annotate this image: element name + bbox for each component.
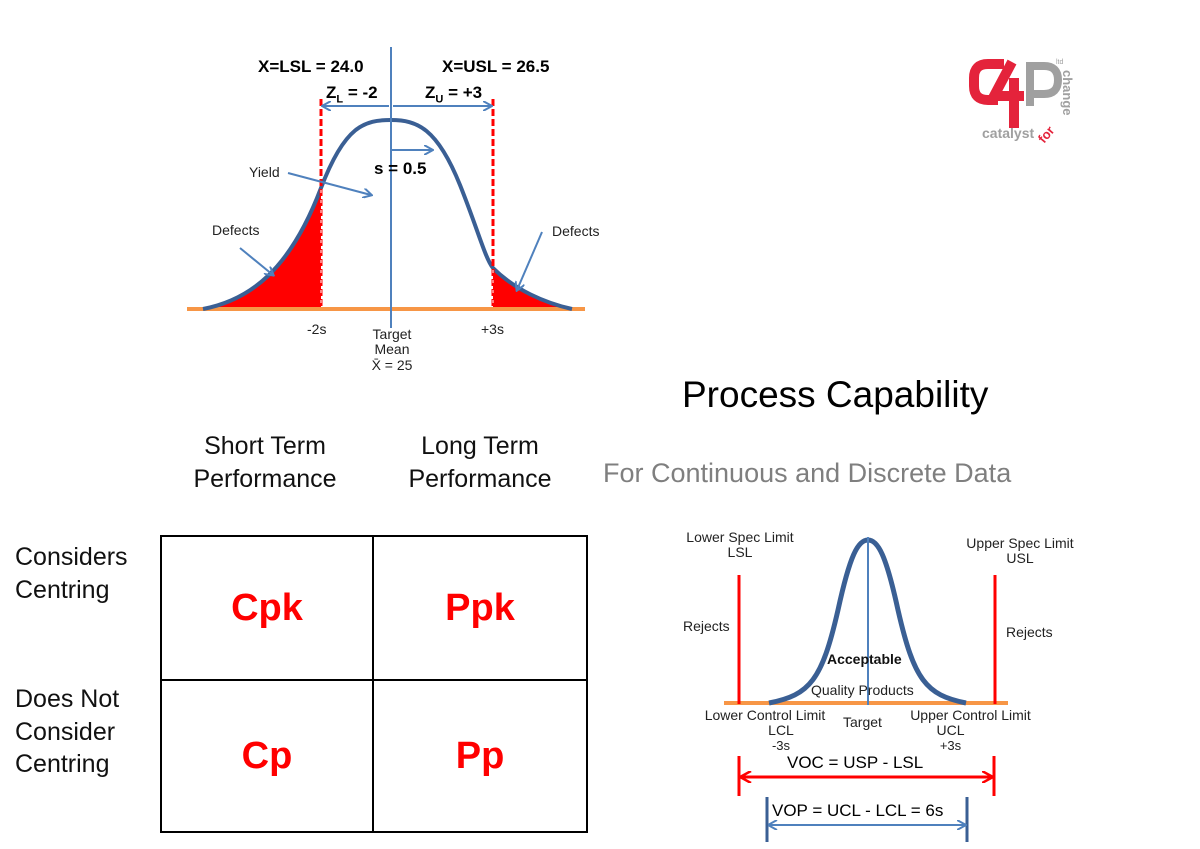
defects-right-arrow bbox=[517, 231, 543, 290]
left-defect-area bbox=[203, 188, 321, 309]
yield-arrow bbox=[287, 172, 371, 195]
bottom-spec-diagram bbox=[724, 537, 1008, 842]
vop-label: VOP = UCL - LCL = 6s bbox=[772, 801, 944, 820]
voc-label: VOC = USP - LSL bbox=[787, 753, 924, 772]
zl-label: ZL = -2 bbox=[326, 83, 378, 106]
page-subtitle: For Continuous and Discrete Data bbox=[603, 458, 1012, 488]
col-header-long-term: Long Term Performance bbox=[408, 432, 552, 493]
cell-cp: Cp bbox=[162, 679, 372, 831]
cell-cpk: Cpk bbox=[231, 586, 303, 629]
usl-value-label: X=USL = 26.5 bbox=[442, 57, 550, 76]
top-normal-curve bbox=[187, 47, 585, 328]
lsl-value-label: X=LSL = 24.0 bbox=[258, 57, 364, 76]
page-title: Process Capability bbox=[682, 374, 989, 415]
rejects-left-label: Rejects bbox=[683, 618, 730, 634]
svg-text:for: for bbox=[1035, 123, 1058, 146]
yield-label: Yield bbox=[249, 164, 280, 180]
target-mean-label: Target Mean X̄ = 25 bbox=[371, 326, 413, 373]
svg-text:ltd: ltd bbox=[1056, 59, 1064, 66]
zu-label: ZU = +3 bbox=[425, 83, 483, 106]
quality-products-label: Quality Products bbox=[811, 682, 914, 698]
usl-title-label: Upper Spec Limit USL bbox=[966, 535, 1074, 567]
row-header-does-not-consider: Does Not Consider Centring bbox=[15, 685, 120, 778]
defects-right-label: Defects bbox=[552, 223, 600, 239]
svg-text:change: change bbox=[1060, 70, 1075, 116]
col-header-short-term: Short Term Performance bbox=[193, 432, 337, 493]
rejects-right-label: Rejects bbox=[1006, 624, 1053, 640]
top-bell-curve bbox=[202, 117, 573, 311]
capability-matrix: Cpk Ppk Cp Pp bbox=[160, 535, 588, 833]
minus-2s-label: -2s bbox=[307, 321, 327, 337]
defects-left-arrow bbox=[239, 247, 273, 275]
sigma-label: s = 0.5 bbox=[374, 159, 427, 178]
c4p-logo-icon: ltd change catalyst for bbox=[969, 59, 1075, 146]
plus-3s-label: +3s bbox=[481, 321, 504, 337]
right-defect-area bbox=[493, 268, 572, 309]
c4p-logo: ltd change catalyst for bbox=[968, 56, 1088, 151]
row-header-considers-centring: Considers Centring bbox=[15, 543, 128, 604]
lcl-label: Lower Control Limit LCL -3s bbox=[704, 707, 826, 753]
lsl-title-label: Lower Spec Limit LSL bbox=[686, 529, 794, 561]
acceptable-label: Acceptable bbox=[827, 651, 902, 667]
svg-text:catalyst: catalyst bbox=[982, 125, 1034, 141]
ucl-label: Upper Control Limit UCL +3s bbox=[910, 707, 1031, 753]
cell-pp: Pp bbox=[372, 679, 586, 831]
cell-ppk: Ppk bbox=[372, 537, 586, 679]
defects-left-label: Defects bbox=[212, 222, 260, 238]
target-label: Target bbox=[843, 714, 882, 730]
